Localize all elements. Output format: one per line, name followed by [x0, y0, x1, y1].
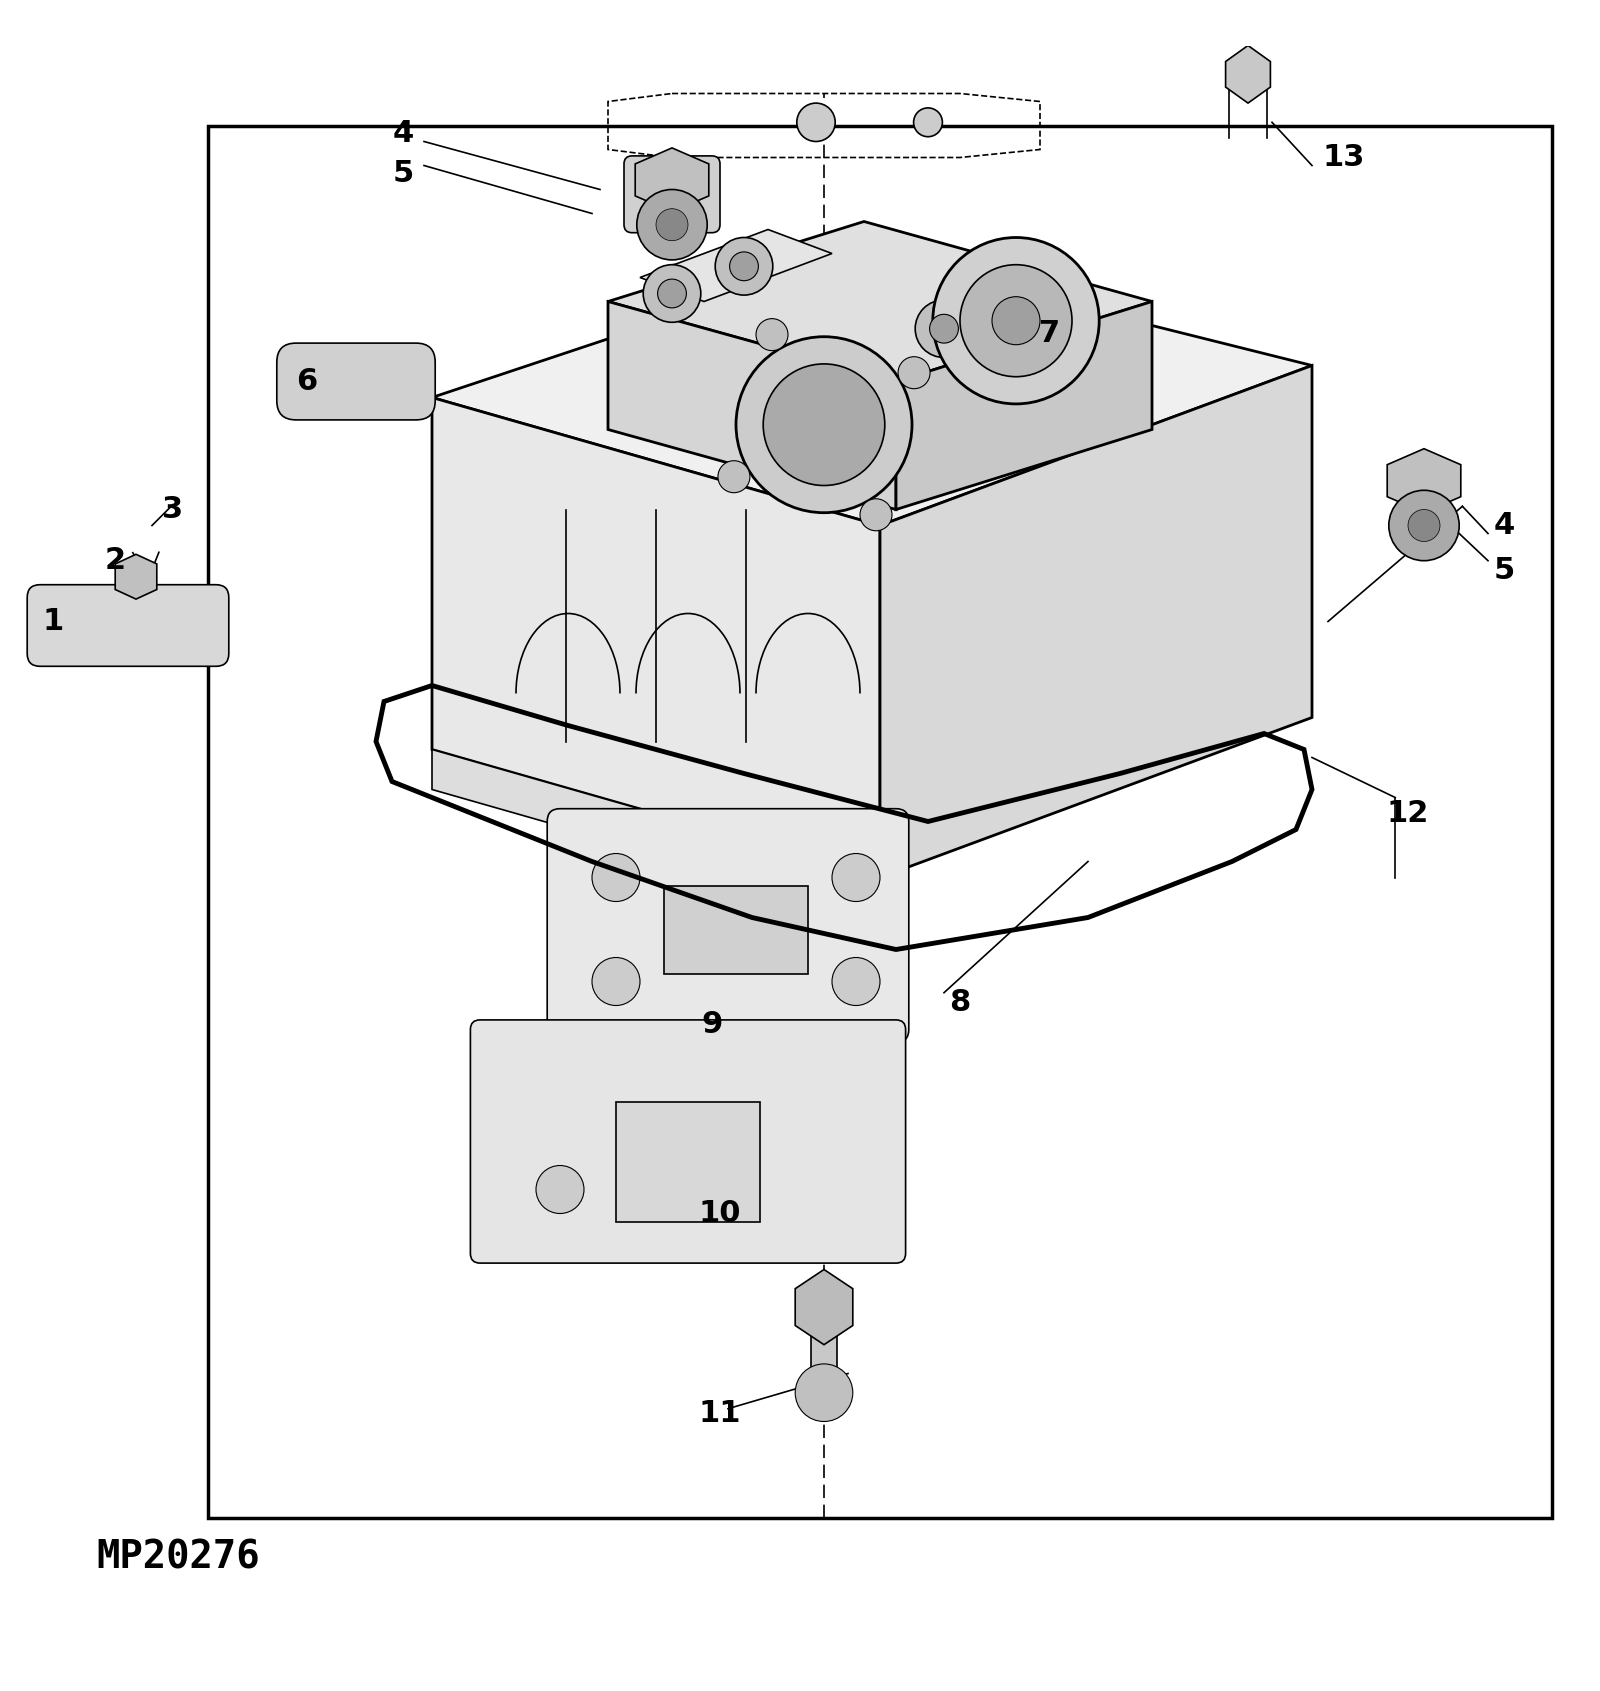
Polygon shape — [795, 1270, 853, 1344]
Circle shape — [658, 279, 686, 308]
Circle shape — [718, 460, 750, 492]
Bar — [208, 125, 1552, 1517]
Circle shape — [992, 296, 1040, 345]
Circle shape — [795, 1365, 853, 1422]
Polygon shape — [880, 365, 1312, 878]
Circle shape — [715, 237, 773, 296]
Bar — [616, 1101, 760, 1221]
Circle shape — [832, 854, 880, 901]
Polygon shape — [640, 230, 832, 301]
Text: MP20276: MP20276 — [96, 1539, 259, 1576]
Circle shape — [643, 265, 701, 323]
Text: 10: 10 — [699, 1199, 741, 1228]
Polygon shape — [896, 301, 1152, 509]
Circle shape — [637, 189, 707, 260]
Text: 13: 13 — [1323, 144, 1365, 172]
Bar — [811, 1294, 837, 1390]
FancyBboxPatch shape — [27, 585, 229, 666]
Polygon shape — [432, 749, 880, 918]
Text: 6: 6 — [296, 367, 318, 396]
FancyBboxPatch shape — [470, 1020, 906, 1263]
Circle shape — [861, 499, 893, 531]
FancyBboxPatch shape — [547, 808, 909, 1042]
Circle shape — [832, 957, 880, 1006]
Text: 2: 2 — [104, 546, 126, 575]
Polygon shape — [115, 555, 157, 599]
Circle shape — [995, 326, 1053, 384]
Circle shape — [536, 1165, 584, 1214]
Polygon shape — [1226, 46, 1270, 103]
Circle shape — [797, 103, 835, 142]
Polygon shape — [608, 301, 896, 509]
Text: 4: 4 — [1493, 511, 1515, 539]
Circle shape — [898, 357, 930, 389]
Text: 11: 11 — [699, 1398, 741, 1427]
Circle shape — [1010, 342, 1038, 370]
Circle shape — [933, 237, 1099, 404]
Text: 8: 8 — [949, 988, 971, 1016]
Text: 5: 5 — [392, 159, 414, 188]
Polygon shape — [608, 222, 1152, 382]
Circle shape — [763, 364, 885, 485]
Circle shape — [915, 299, 973, 357]
Polygon shape — [1387, 448, 1461, 512]
Polygon shape — [635, 147, 709, 211]
Text: 3: 3 — [162, 495, 184, 524]
Polygon shape — [432, 254, 1312, 526]
Text: 4: 4 — [392, 118, 414, 149]
Circle shape — [736, 337, 912, 512]
Circle shape — [592, 854, 640, 901]
Circle shape — [930, 315, 958, 343]
Text: 7: 7 — [1038, 320, 1061, 348]
FancyBboxPatch shape — [277, 343, 435, 419]
Circle shape — [914, 108, 942, 137]
Circle shape — [1389, 490, 1459, 561]
FancyBboxPatch shape — [624, 156, 720, 233]
Circle shape — [730, 252, 758, 281]
Bar — [664, 886, 808, 974]
Text: 1: 1 — [42, 607, 64, 636]
Polygon shape — [432, 397, 880, 878]
Circle shape — [656, 208, 688, 240]
Circle shape — [1408, 509, 1440, 541]
Circle shape — [960, 265, 1072, 377]
Text: 12: 12 — [1387, 800, 1429, 829]
Circle shape — [757, 318, 789, 350]
Circle shape — [592, 957, 640, 1006]
Polygon shape — [296, 357, 424, 406]
Text: 5: 5 — [1493, 556, 1515, 585]
Text: 9: 9 — [701, 1010, 723, 1040]
